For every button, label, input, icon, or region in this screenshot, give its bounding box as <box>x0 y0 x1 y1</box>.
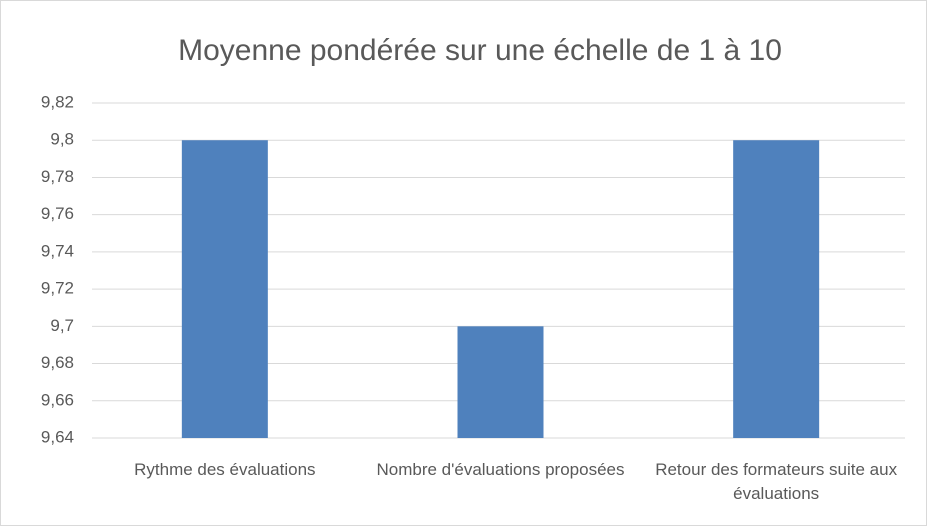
y-tick-label: 9,78 <box>41 167 74 186</box>
bar <box>181 140 268 438</box>
y-tick-label: 9,76 <box>41 204 74 223</box>
x-tick-label: Nombre d'évaluations proposées <box>376 460 625 479</box>
x-tick-label: Rythme des évaluations <box>134 460 316 479</box>
y-tick-label: 9,64 <box>41 427 74 446</box>
chart-title: Moyenne pondérée sur une échelle de 1 à … <box>178 34 782 67</box>
y-tick-label: 9,74 <box>41 241 74 260</box>
y-tick-label: 9,8 <box>50 130 74 149</box>
y-tick-label: 9,82 <box>41 92 74 111</box>
y-tick-label: 9,7 <box>50 316 74 335</box>
bar <box>733 140 820 438</box>
y-tick-label: 9,72 <box>41 279 74 298</box>
x-tick-label: Retour des formateurs suite aux évaluati… <box>655 460 898 503</box>
y-tick-label: 9,66 <box>41 390 74 409</box>
y-tick-label: 9,68 <box>41 353 74 372</box>
bar <box>457 326 544 438</box>
